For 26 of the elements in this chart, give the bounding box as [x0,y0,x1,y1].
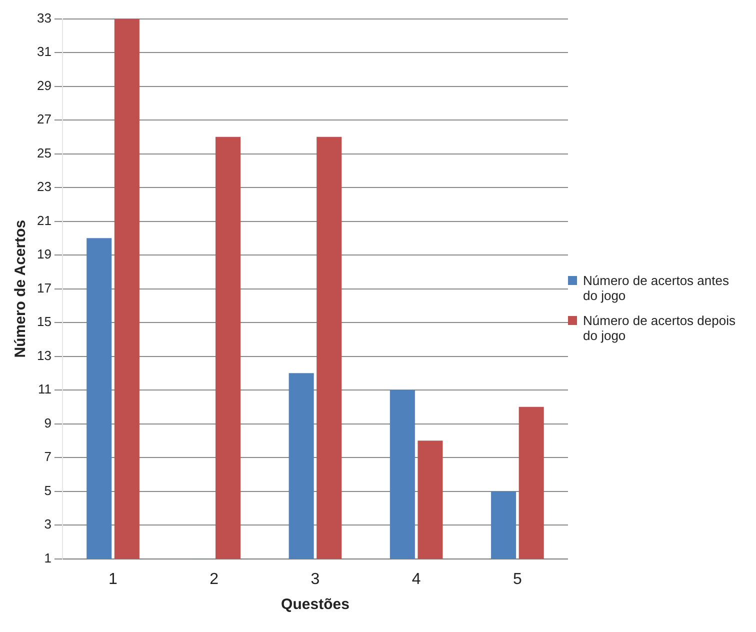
y-tick-label: 9 [44,415,52,430]
x-tick-label: 4 [412,570,421,588]
y-tick-label: 23 [36,179,52,194]
y-tick-label: 11 [38,382,52,397]
y-tick-label: 33 [36,10,52,26]
y-tick-label: 31 [36,44,52,60]
legend-label: Número de acertos depois do jogo [583,313,736,343]
y-tick-label: 25 [36,145,52,160]
x-axis-title: Questões [281,596,350,614]
y-tick-label: 19 [36,246,52,262]
x-tick-label: 3 [310,570,320,588]
x-tick-label: 1 [108,570,118,588]
y-tick-label: 7 [44,449,52,464]
y-tick-label: 15 [36,314,52,330]
y-tick-label: 13 [36,348,52,363]
legend-label: Número de acertos antes do jogo [583,273,730,303]
y-tick-label: 1 [44,550,52,566]
y-tick-label: 27 [36,112,52,127]
y-tick-label: 3 [44,516,52,532]
y-axis-title: Número de Acertos [12,220,30,358]
x-tick-label: 5 [512,570,522,588]
y-tick-label: 29 [36,78,52,93]
y-tick-label: 21 [36,212,52,228]
y-tick-label: 17 [36,280,52,296]
y-tick-label: 5 [44,482,52,498]
x-tick-label: 2 [210,570,219,588]
